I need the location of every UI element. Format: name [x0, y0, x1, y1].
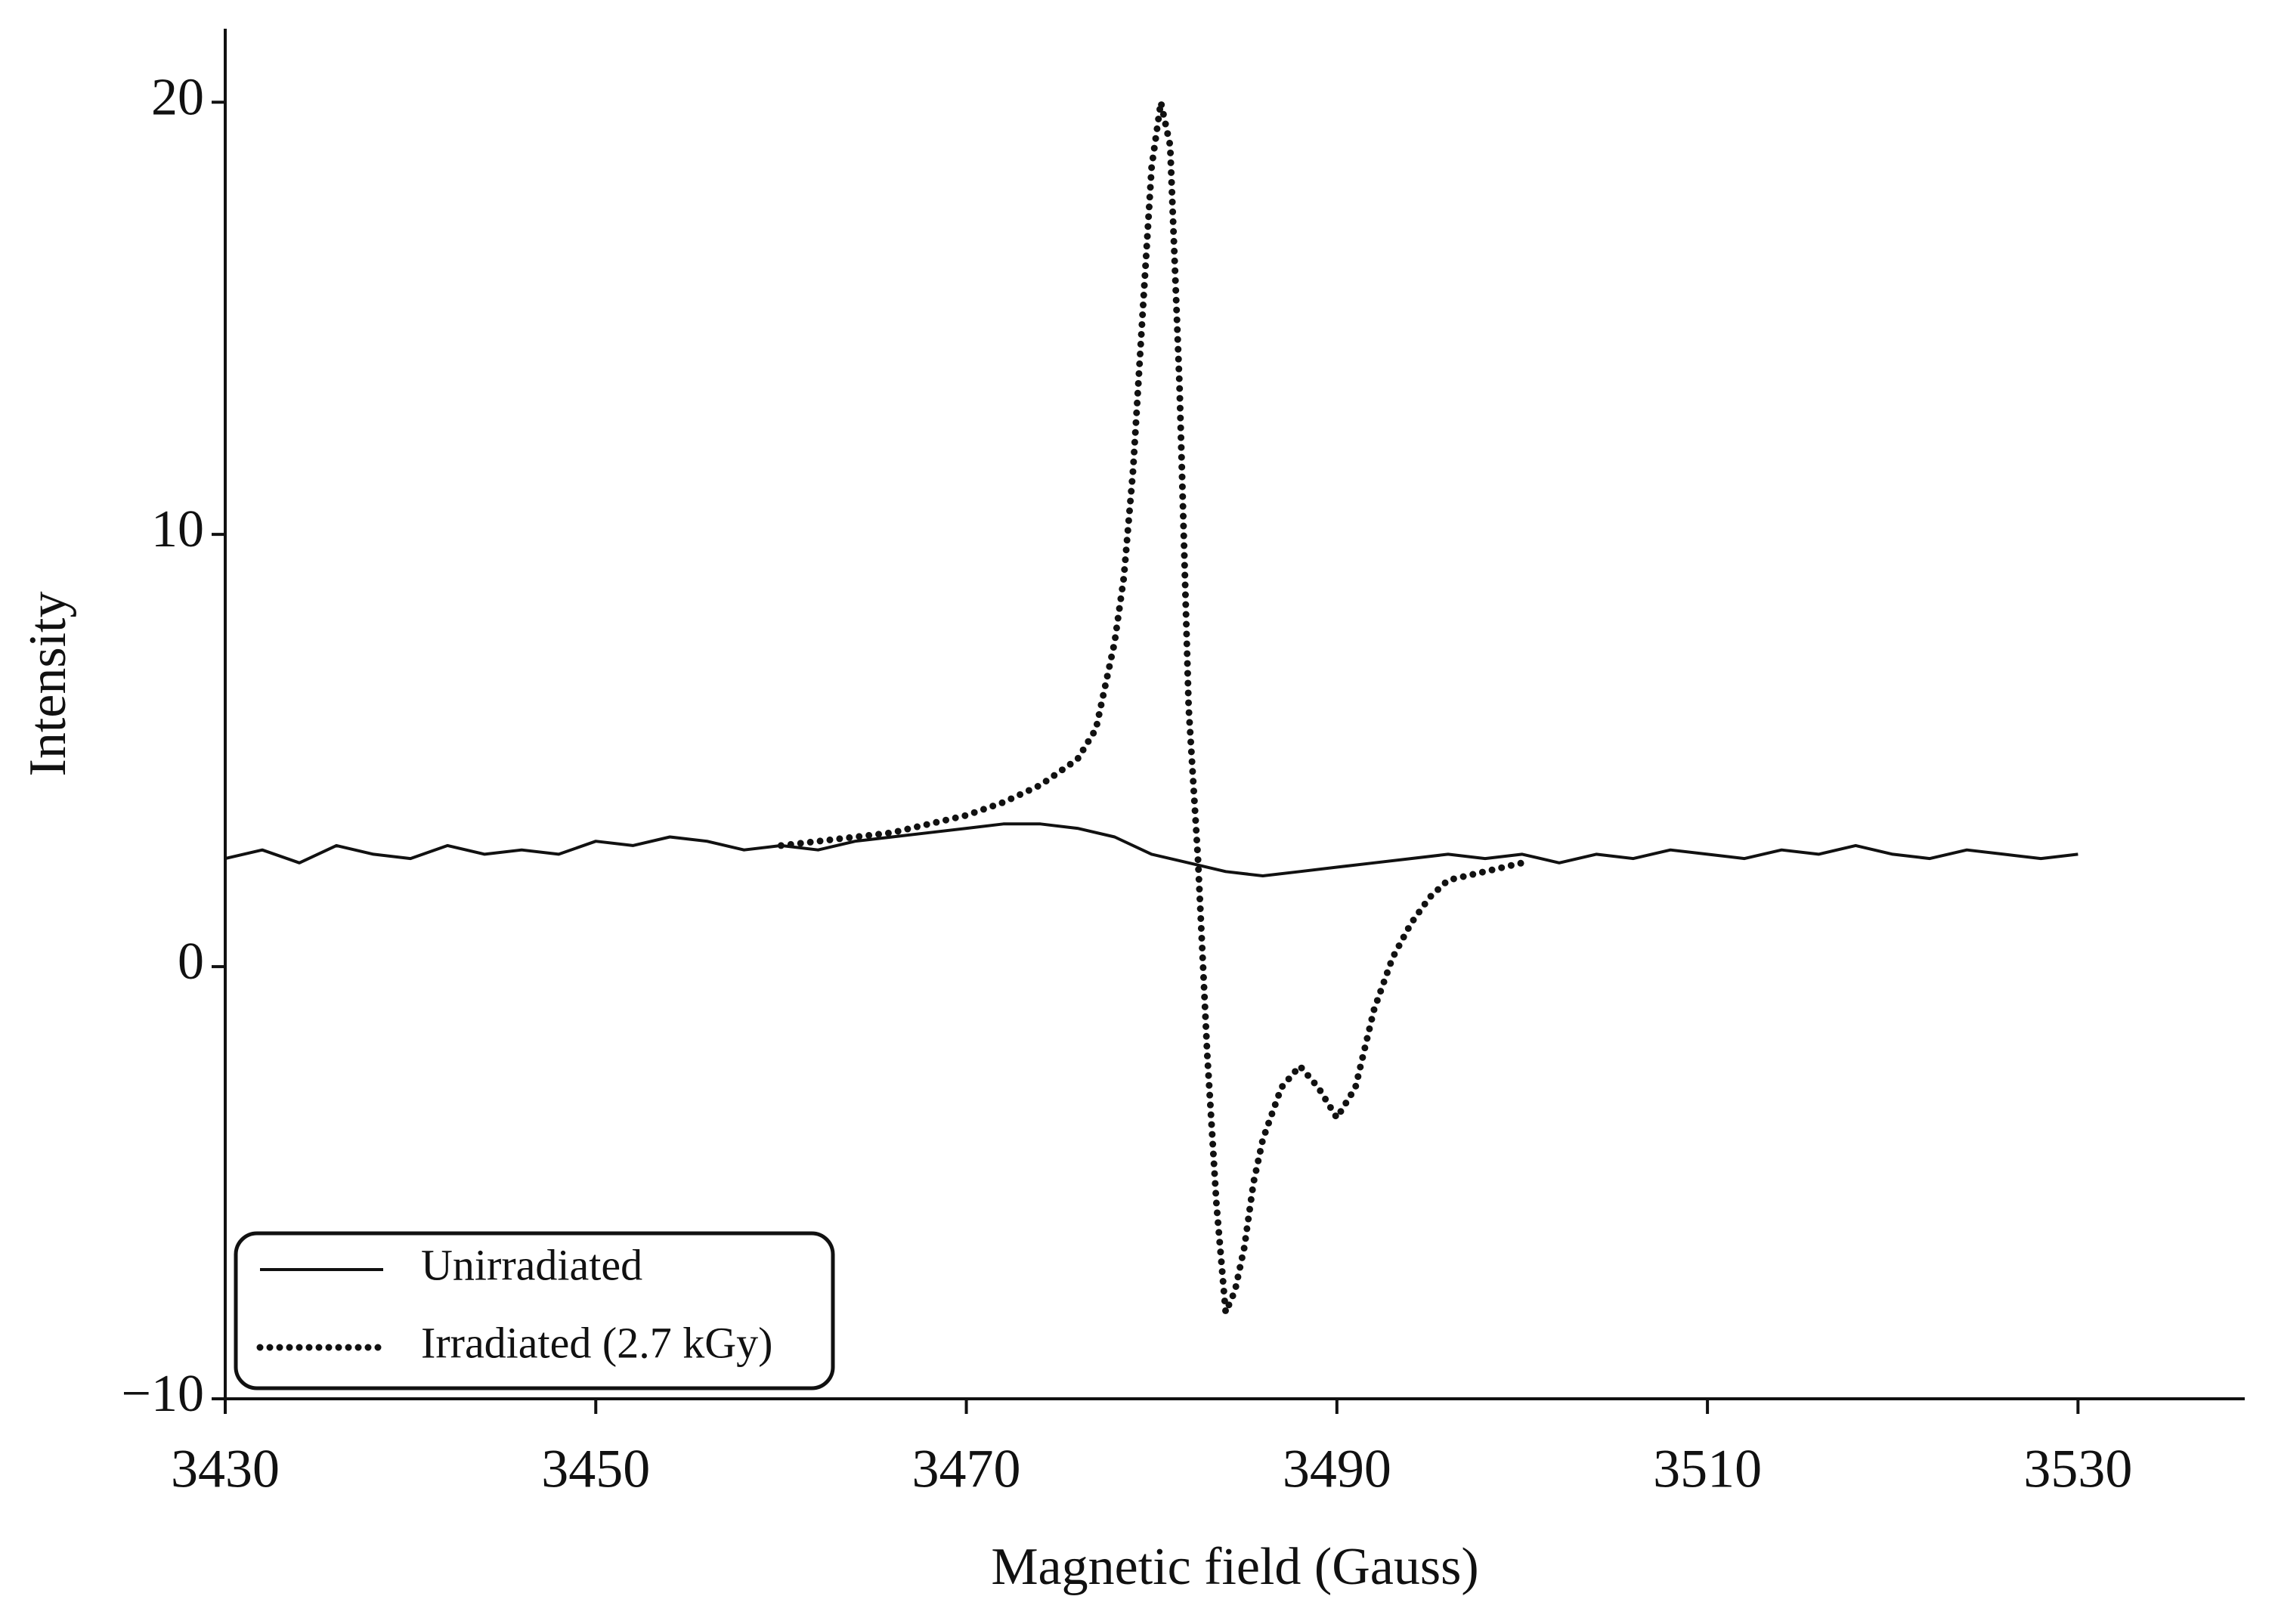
y-tick-label: −10 — [122, 1365, 204, 1423]
x-axis-label: Magnetic field (Gauss) — [991, 1538, 1478, 1596]
x-tick-label: 3510 — [1653, 1439, 1762, 1499]
y-tick-label: 0 — [178, 933, 204, 991]
y-tick-label: 10 — [151, 500, 204, 558]
x-tick-label: 3450 — [541, 1439, 650, 1499]
legend-label: Unirradiated — [421, 1240, 642, 1289]
series-line — [777, 101, 1526, 1314]
y-tick-label: 20 — [151, 68, 204, 126]
x-tick-label: 3530 — [2023, 1439, 2132, 1499]
x-tick-label: 3470 — [912, 1439, 1021, 1499]
legend-label: Irradiated (2.7 kGy) — [421, 1318, 772, 1367]
series-line — [224, 822, 2078, 877]
x-tick-label: 3490 — [1283, 1439, 1391, 1499]
y-axis-label: Intensity — [19, 592, 77, 777]
x-tick-label: 3430 — [171, 1439, 280, 1499]
legend-box — [234, 1231, 835, 1390]
